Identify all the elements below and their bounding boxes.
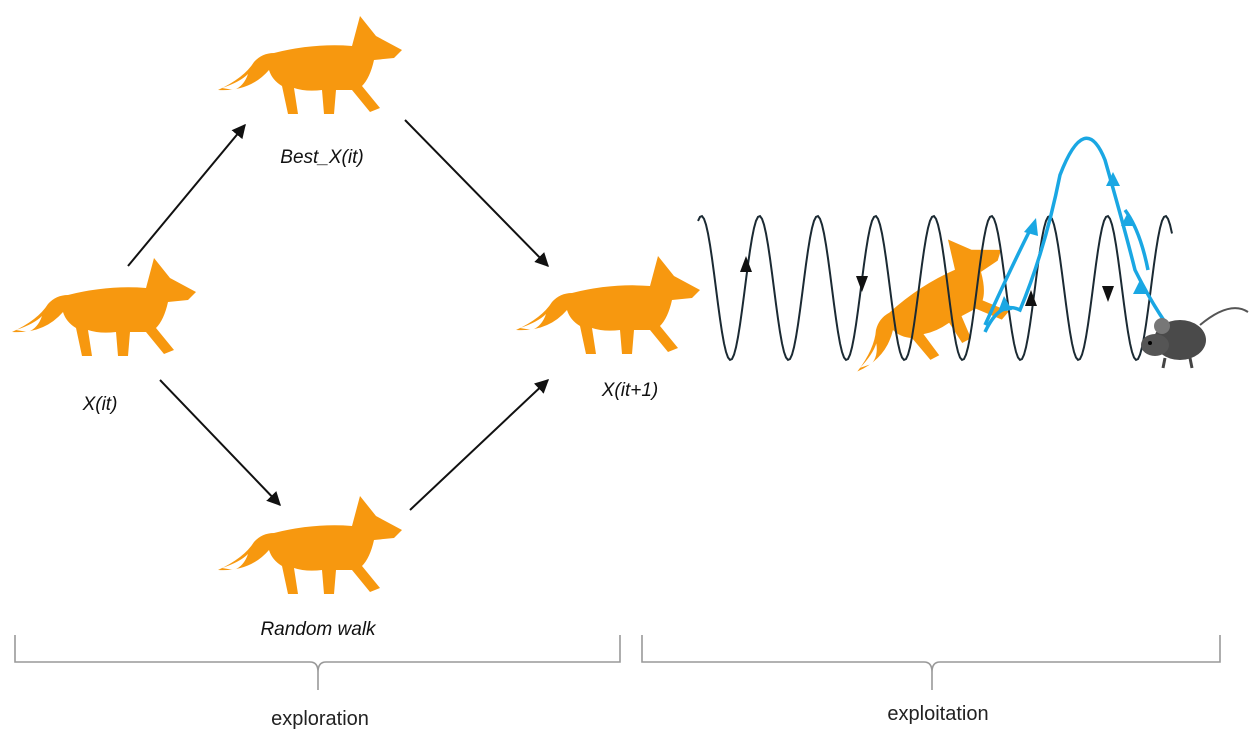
arrow bbox=[159, 379, 281, 507]
brace bbox=[14, 635, 621, 690]
pursuit-path bbox=[983, 136, 1167, 333]
wave-arrowheads bbox=[740, 256, 1114, 306]
arrow bbox=[409, 379, 550, 511]
mouse bbox=[1141, 307, 1249, 369]
brace bbox=[641, 635, 1221, 690]
phase-label: exploitation bbox=[887, 703, 988, 725]
arrow bbox=[404, 119, 549, 268]
node-label: Best_X(it) bbox=[280, 147, 363, 168]
fox bbox=[12, 258, 196, 356]
arrow bbox=[127, 123, 246, 267]
phase-label: exploration bbox=[271, 708, 369, 730]
wave-path bbox=[697, 214, 1173, 362]
node-label: X(it+1) bbox=[601, 380, 659, 401]
node-label: Random walk bbox=[260, 619, 377, 640]
fox bbox=[516, 256, 700, 354]
fox bbox=[218, 496, 402, 594]
node-label: X(it) bbox=[82, 394, 118, 415]
pursuit-arrowheads bbox=[998, 172, 1147, 312]
fox bbox=[218, 16, 402, 114]
